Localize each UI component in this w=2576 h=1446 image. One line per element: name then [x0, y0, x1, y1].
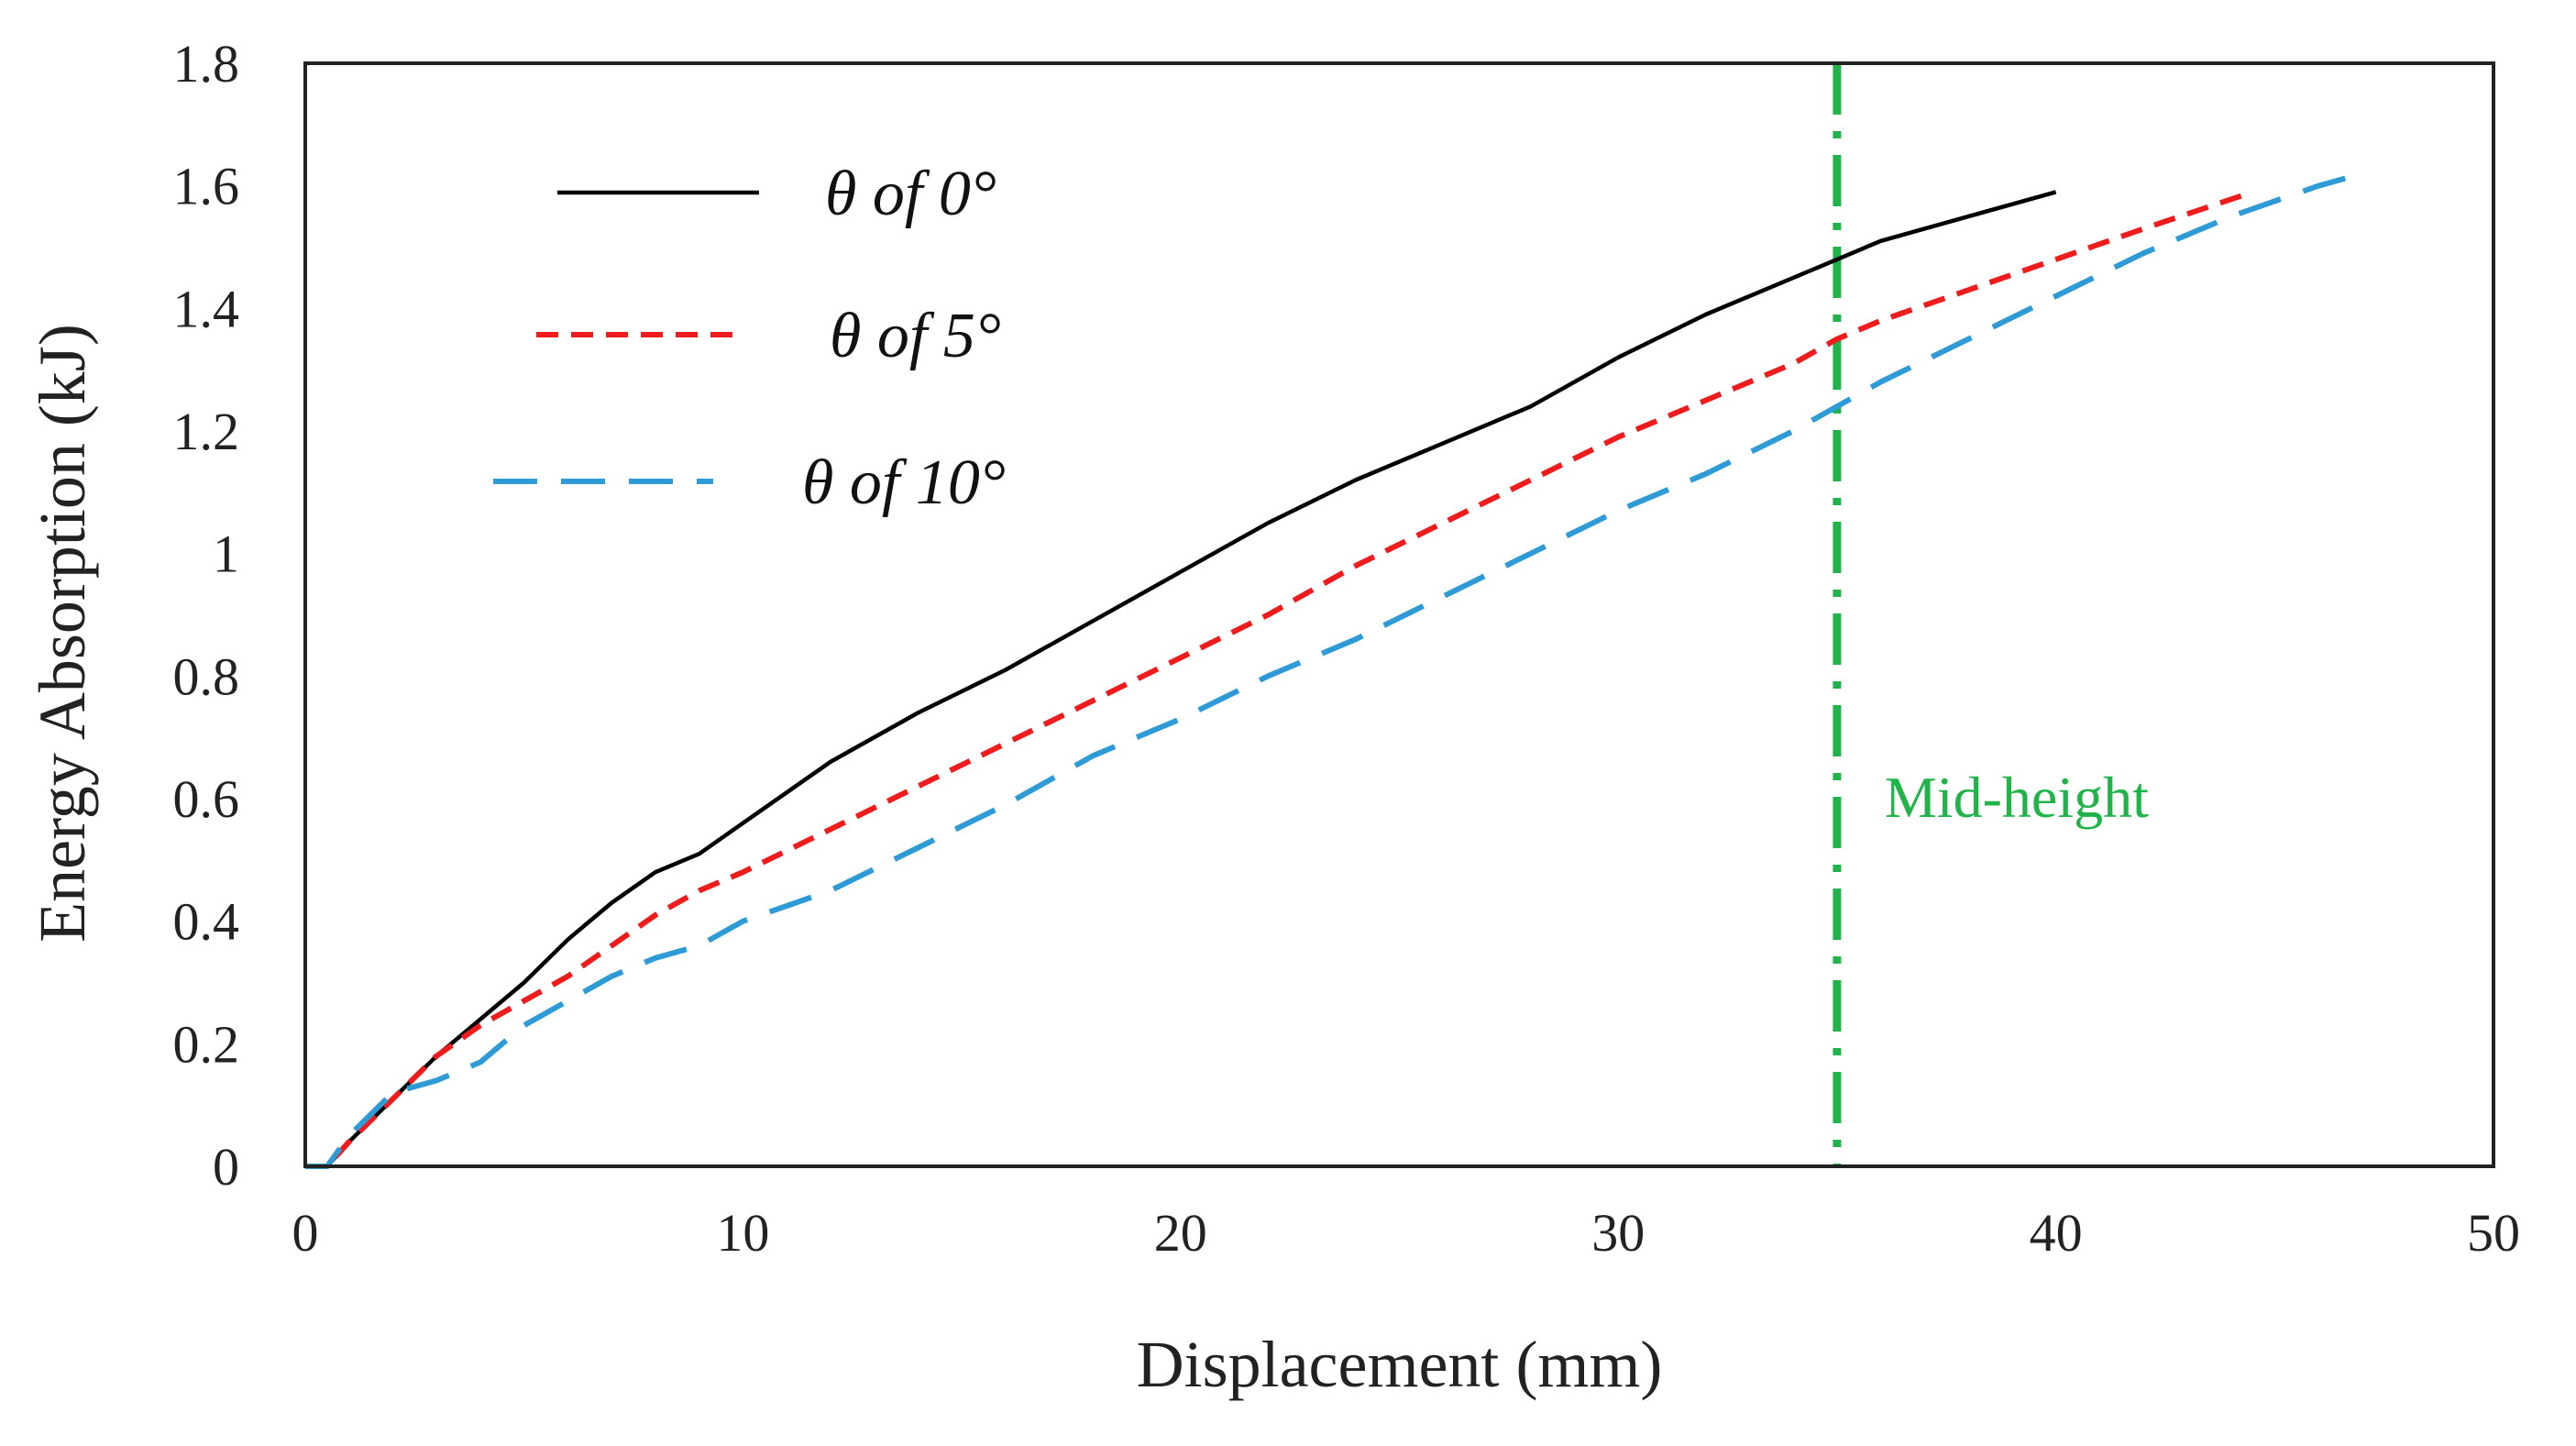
x-tick-label: 20	[1154, 1203, 1207, 1263]
series-line-2	[305, 171, 2363, 1169]
plot-area	[305, 63, 2363, 1169]
legend-label-0: θ of 0°	[825, 159, 996, 229]
y-tick-label: 0.8	[173, 646, 240, 706]
y-tick-label: 0.4	[173, 892, 240, 952]
y-tick-label: 1.6	[173, 157, 240, 216]
y-tick-label: 0	[213, 1137, 239, 1197]
y-axis-title: Energy Absorption (kJ)	[26, 324, 99, 943]
y-tick-label: 1.2	[173, 402, 240, 461]
plot-frame	[303, 61, 2495, 1168]
x-tick-label: 10	[716, 1203, 769, 1263]
axes: 0 10 20 30 40 50 0 0.2 0.4 0.6 0.8 1 1.2 1.4 1.6 1.8	[173, 34, 2521, 1263]
y-tick-label: 1.8	[173, 34, 240, 94]
y-tick-label: 1.4	[173, 279, 240, 338]
series-line-0	[305, 190, 2057, 1169]
y-tick-label: 1	[213, 524, 239, 584]
legend-label-2: θ of 10°	[802, 447, 1006, 518]
legend-label-1: θ of 5°	[830, 301, 1001, 371]
legend: θ of 0° θ of 5° θ of 10°	[493, 159, 1006, 518]
series-line-1	[305, 189, 2254, 1169]
x-tick-label: 30	[1591, 1203, 1645, 1263]
x-tick-label: 50	[2467, 1203, 2520, 1263]
x-tick-label: 0	[292, 1203, 319, 1263]
x-axis-title: Displacement (mm)	[1137, 1328, 1663, 1401]
x-tick-label: 40	[2030, 1203, 2083, 1263]
y-tick-label: 0.2	[173, 1014, 240, 1074]
mid-height-annotation: Mid-height	[1885, 765, 2149, 830]
y-tick-label: 0.6	[173, 769, 240, 829]
